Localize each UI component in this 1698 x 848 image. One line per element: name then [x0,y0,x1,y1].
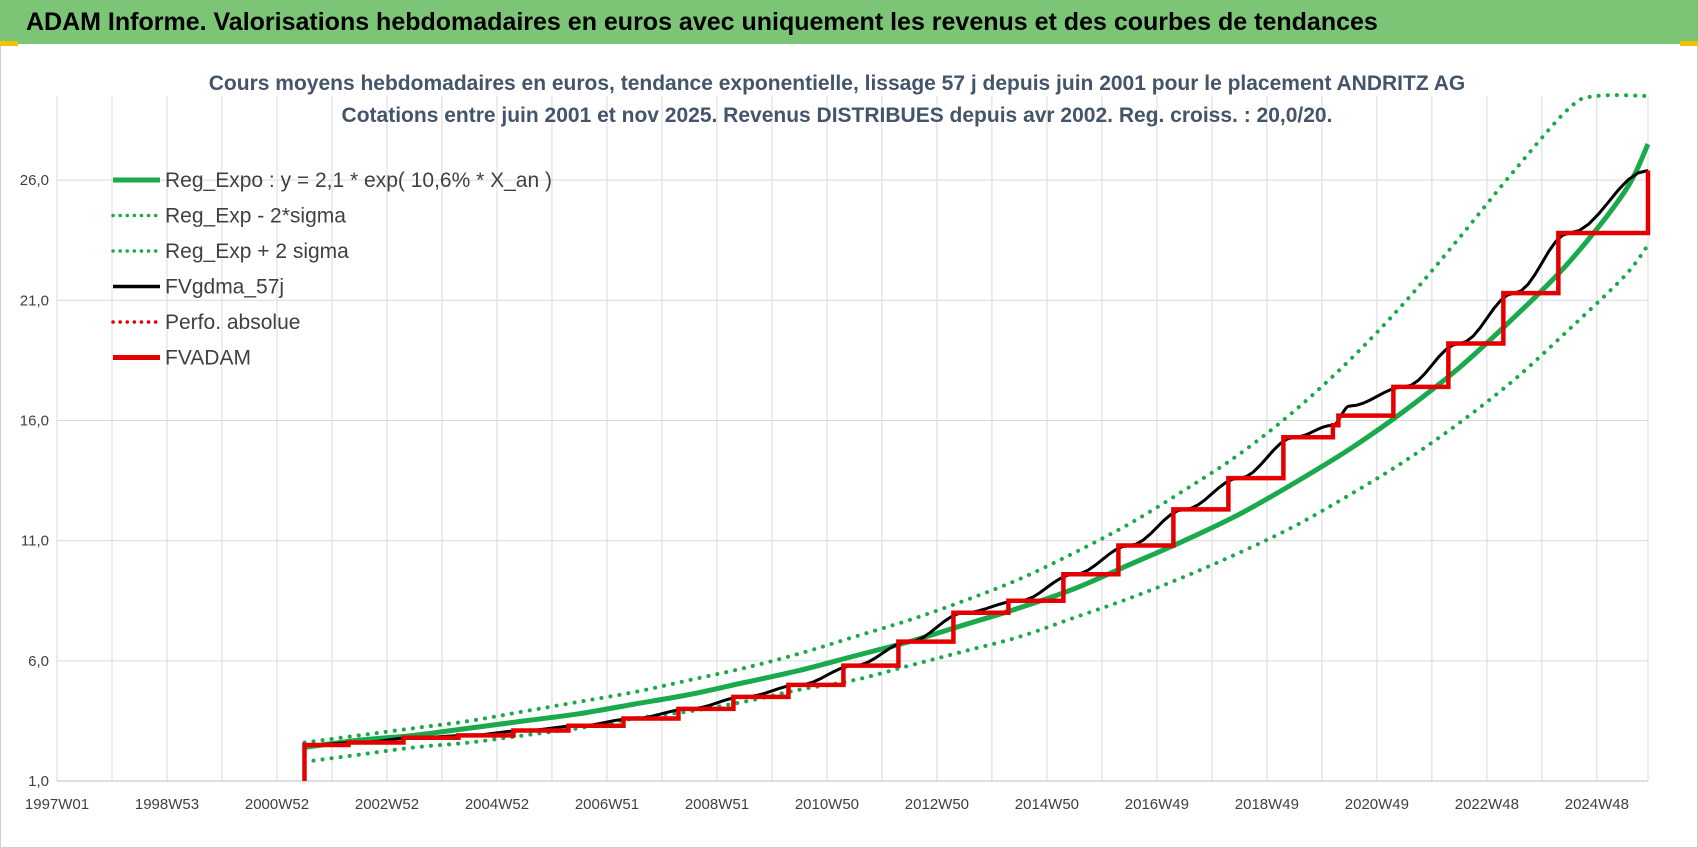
x-axis-tick-labels: 1997W01 1998W53 2000W52 2002W52 2004W52 2006W… [25,796,1629,813]
chart-title: Cours moyens hebdomadaires en euros, ten… [209,72,1465,95]
legend-label: Perfo. absolue [165,311,300,334]
x-tick-label: 2010W50 [795,796,859,813]
y-tick-label: 6,0 [28,653,49,670]
x-tick-label: 2004W52 [465,796,529,813]
chart-series [302,93,1651,781]
y-tick-label: 16,0 [20,412,49,429]
x-tick-label: 2000W52 [245,796,309,813]
legend-label: Reg_Exp + 2 sigma [165,240,349,263]
series-line-reg-expo-y-2-1-exp-10-6-x-an [304,143,1651,750]
x-tick-label: 2008W51 [685,796,749,813]
legend-label: Reg_Expo : y = 2,1 * exp( 10,6% * X_an ) [165,169,552,192]
x-tick-label: 2016W49 [1125,796,1189,813]
x-tick-label: 2018W49 [1235,796,1299,813]
x-tick-label: 2002W52 [355,796,419,813]
y-tick-label: 26,0 [20,172,49,189]
legend-label: FVgdma_57j [165,276,284,299]
corner-marker-right [1680,41,1698,46]
x-tick-label: 1998W53 [135,796,199,813]
chart-grid [56,96,1649,782]
chart-subtitle: Cotations entre juin 2001 et nov 2025. R… [342,104,1333,127]
legend-label: Reg_Exp - 2*sigma [165,205,346,228]
x-tick-label: 2006W51 [575,796,639,813]
chart: 1997W01 1998W53 2000W52 2002W52 2004W52 2006W… [20,72,1651,813]
x-tick-label: 2024W48 [1565,796,1629,813]
series-line-reg-exp-2-sigma [302,93,1650,745]
series-line-fvadam [302,170,1651,781]
x-tick-label: 2014W50 [1015,796,1079,813]
x-tick-label: 1997W01 [25,796,89,813]
corner-marker-left [0,41,18,46]
series-line-reg-exp-2-sigma [302,243,1650,764]
y-tick-label: 1,0 [28,773,49,790]
page-banner-title: ADAM Informe. Valorisations hebdomadaire… [0,0,1698,44]
y-tick-label: 11,0 [21,533,49,550]
x-tick-label: 2022W48 [1455,796,1519,813]
y-axis-tick-labels: 1,0 6,0 11,0 16,0 21,0 26,0 [20,172,49,790]
legend-label: FVADAM [165,347,251,370]
y-tick-label: 21,0 [20,292,49,309]
x-tick-label: 2020W49 [1345,796,1409,813]
series-line-fvgdma-57j [304,169,1649,747]
x-tick-label: 2012W50 [905,796,969,813]
chart-legend: Reg_Expo : y = 2,1 * exp( 10,6% * X_an )… [111,169,552,370]
